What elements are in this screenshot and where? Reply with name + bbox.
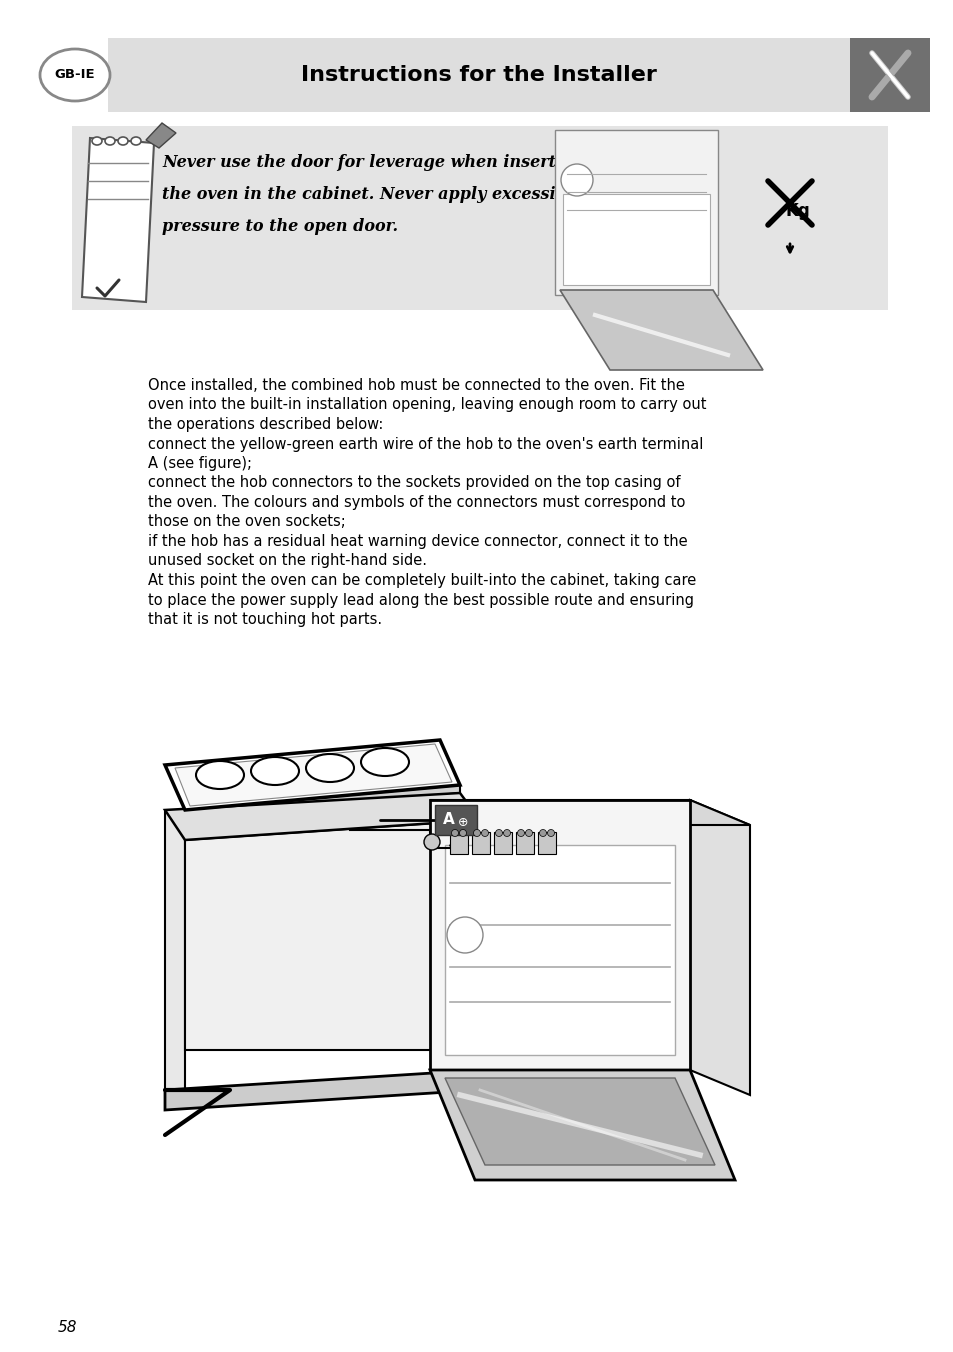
Text: connect the yellow-green earth wire of the hob to the oven's earth terminal: connect the yellow-green earth wire of t…	[148, 437, 702, 452]
Ellipse shape	[91, 137, 102, 145]
Text: GB-IE: GB-IE	[54, 69, 95, 81]
FancyBboxPatch shape	[472, 831, 490, 854]
Text: that it is not touching hot parts.: that it is not touching hot parts.	[148, 612, 382, 627]
Text: the operations described below:: the operations described below:	[148, 416, 383, 433]
Polygon shape	[165, 794, 479, 840]
Ellipse shape	[40, 49, 110, 101]
FancyBboxPatch shape	[444, 845, 675, 1055]
Polygon shape	[82, 138, 153, 301]
Ellipse shape	[306, 754, 354, 781]
Text: A: A	[442, 813, 455, 827]
Polygon shape	[559, 289, 762, 370]
Circle shape	[459, 830, 466, 837]
Text: to place the power supply lead along the best possible route and ensuring: to place the power supply lead along the…	[148, 592, 693, 607]
Text: Never use the door for leverage when inserting: Never use the door for leverage when ins…	[162, 154, 584, 170]
Text: 58: 58	[58, 1320, 77, 1334]
Text: pressure to the open door.: pressure to the open door.	[162, 218, 397, 235]
Circle shape	[473, 830, 480, 837]
FancyBboxPatch shape	[71, 126, 887, 310]
Circle shape	[525, 830, 532, 837]
Circle shape	[503, 830, 510, 837]
Circle shape	[495, 830, 502, 837]
Polygon shape	[430, 800, 749, 825]
Circle shape	[447, 917, 482, 953]
Text: those on the oven sockets;: those on the oven sockets;	[148, 515, 345, 530]
Text: A (see figure);: A (see figure);	[148, 456, 252, 470]
Text: Kg: Kg	[785, 201, 809, 220]
Polygon shape	[185, 786, 459, 818]
Polygon shape	[165, 1069, 479, 1110]
Text: Once installed, the combined hob must be connected to the oven. Fit the: Once installed, the combined hob must be…	[148, 379, 684, 393]
FancyBboxPatch shape	[435, 804, 476, 836]
Polygon shape	[689, 800, 749, 1095]
Polygon shape	[174, 744, 452, 806]
Circle shape	[547, 830, 554, 837]
Polygon shape	[165, 810, 185, 1090]
FancyBboxPatch shape	[108, 38, 849, 112]
Circle shape	[481, 830, 488, 837]
Polygon shape	[430, 1069, 734, 1180]
Circle shape	[423, 834, 439, 850]
Text: Instructions for the Installer: Instructions for the Installer	[301, 65, 657, 85]
Text: connect the hob connectors to the sockets provided on the top casing of: connect the hob connectors to the socket…	[148, 476, 679, 491]
FancyBboxPatch shape	[450, 831, 468, 854]
Polygon shape	[165, 740, 459, 810]
Circle shape	[560, 164, 593, 196]
Circle shape	[517, 830, 524, 837]
Polygon shape	[444, 1078, 714, 1165]
Ellipse shape	[105, 137, 115, 145]
Polygon shape	[146, 123, 175, 147]
Polygon shape	[185, 821, 479, 1051]
FancyBboxPatch shape	[562, 195, 709, 285]
Ellipse shape	[131, 137, 141, 145]
Circle shape	[539, 830, 546, 837]
FancyBboxPatch shape	[537, 831, 556, 854]
FancyBboxPatch shape	[849, 38, 929, 112]
Circle shape	[451, 830, 458, 837]
FancyBboxPatch shape	[516, 831, 534, 854]
Text: ⊕: ⊕	[457, 817, 468, 830]
Ellipse shape	[118, 137, 128, 145]
Text: the oven in the cabinet. Never apply excessive: the oven in the cabinet. Never apply exc…	[162, 187, 575, 203]
Text: the oven. The colours and symbols of the connectors must correspond to: the oven. The colours and symbols of the…	[148, 495, 684, 510]
Text: At this point the oven can be completely built-into the cabinet, taking care: At this point the oven can be completely…	[148, 573, 696, 588]
Text: unused socket on the right-hand side.: unused socket on the right-hand side.	[148, 553, 427, 568]
FancyBboxPatch shape	[494, 831, 512, 854]
Text: oven into the built-in installation opening, leaving enough room to carry out: oven into the built-in installation open…	[148, 397, 706, 412]
Ellipse shape	[195, 761, 244, 790]
Ellipse shape	[251, 757, 298, 786]
FancyBboxPatch shape	[430, 800, 689, 1069]
Ellipse shape	[360, 748, 409, 776]
Text: if the hob has a residual heat warning device connector, connect it to the: if the hob has a residual heat warning d…	[148, 534, 687, 549]
FancyBboxPatch shape	[555, 130, 718, 295]
